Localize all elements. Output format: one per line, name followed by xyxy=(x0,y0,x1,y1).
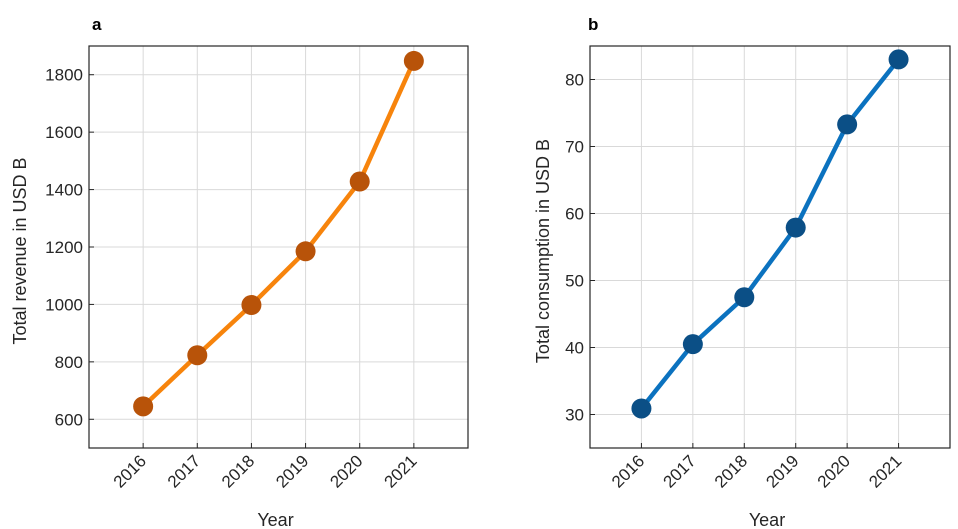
x-tick-label: 2017 xyxy=(164,451,204,491)
y-tick-label: 80 xyxy=(565,71,584,90)
x-tick-label: 2018 xyxy=(711,451,751,491)
data-point xyxy=(187,345,208,366)
x-tick-label: 2016 xyxy=(110,451,150,491)
x-tick-label: 2017 xyxy=(660,451,700,491)
x-tick-label: 2021 xyxy=(865,451,905,491)
x-tick-label: 2021 xyxy=(381,451,421,491)
axes-box xyxy=(589,45,951,449)
y-tick-label: 1600 xyxy=(45,123,83,142)
y-tick-label: 30 xyxy=(565,406,584,425)
y-tick-label: 600 xyxy=(55,410,83,429)
data-point xyxy=(888,49,909,70)
series-line xyxy=(140,58,417,409)
x-tick-label: 2019 xyxy=(762,451,802,491)
y-axis-label: Total consumption in USD B xyxy=(533,139,553,363)
panel-label: a xyxy=(92,15,102,34)
y-tick-label: 40 xyxy=(565,339,584,358)
panel-label: b xyxy=(588,15,598,34)
data-point xyxy=(837,114,858,135)
y-tick-label: 1200 xyxy=(45,238,83,257)
series-line xyxy=(639,57,901,411)
x-tick-label: 2020 xyxy=(814,451,854,491)
data-point xyxy=(295,241,316,262)
x-axis-label: Year xyxy=(257,510,293,529)
y-tick-label: 1800 xyxy=(45,66,83,85)
data-point xyxy=(133,396,154,417)
chart-panel-a: 600 800 1000 1200 1400 1600 1800 2016 2017 2018 20… xyxy=(10,15,469,529)
data-point xyxy=(349,171,370,192)
y-tick-label: 1400 xyxy=(45,181,83,200)
data-point xyxy=(241,295,262,316)
y-tick-label: 70 xyxy=(565,138,584,157)
x-tick-label: 2019 xyxy=(272,451,312,491)
data-point xyxy=(785,217,806,238)
y-tick-label: 800 xyxy=(55,353,83,372)
y-axis-label: Total revenue in USD B xyxy=(10,157,30,344)
chart-panel-b: 30 40 50 60 70 80 2016 2017 2018 2019 2020 2021 Year… xyxy=(533,15,951,529)
y-tick-label: 60 xyxy=(565,205,584,224)
y-tick-label: 50 xyxy=(565,272,584,291)
x-tick-label: 2018 xyxy=(218,451,258,491)
y-tick-label: 1000 xyxy=(45,295,83,314)
x-tick-label: 2020 xyxy=(326,451,366,491)
data-point xyxy=(631,398,652,419)
x-tick-label: 2016 xyxy=(608,451,648,491)
x-axis-label: Year xyxy=(749,510,785,529)
data-point xyxy=(734,287,755,308)
data-point xyxy=(403,50,424,71)
data-point xyxy=(682,334,703,355)
